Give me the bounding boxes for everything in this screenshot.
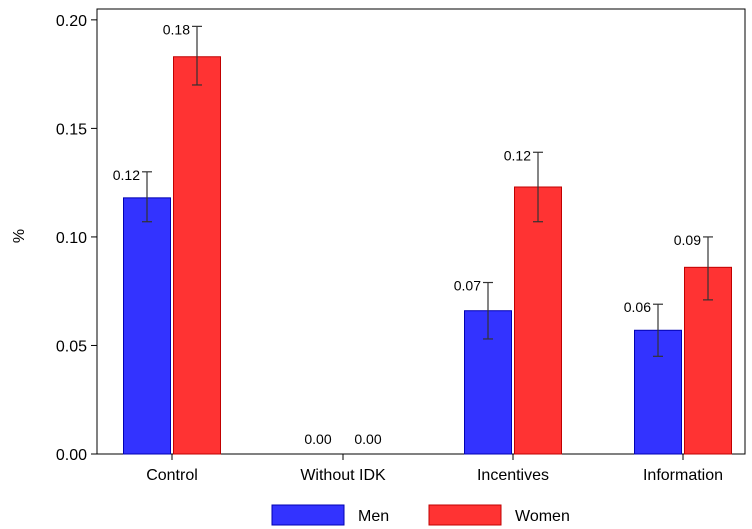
error-bar <box>192 25 202 86</box>
y-tick-label: 0.10 <box>56 230 87 247</box>
error-bar <box>653 303 663 357</box>
error-bar <box>142 171 152 223</box>
data-label: 0.12 <box>504 147 531 163</box>
legend-swatch-men <box>271 504 345 526</box>
y-axis-label: % <box>11 229 28 243</box>
data-label: 0.07 <box>454 278 481 294</box>
error-bar <box>703 236 713 301</box>
legend-swatch-women <box>428 504 502 526</box>
x-tick-label: Incentives <box>477 467 549 484</box>
error-bar <box>533 151 543 223</box>
y-axis: 0.00 0.05 0.10 0.15 0.20 <box>56 13 97 464</box>
bar-women <box>514 186 562 455</box>
y-tick-label: 0.05 <box>56 338 87 355</box>
legend: Men Women <box>271 504 570 526</box>
plot-border <box>96 8 746 455</box>
data-label: 0.00 <box>304 431 331 447</box>
y-tick-label: 0.15 <box>56 121 87 138</box>
error-bar <box>483 281 493 340</box>
bar-women <box>173 56 221 455</box>
bar-men <box>123 197 171 455</box>
y-tick-label: 0.00 <box>56 447 87 464</box>
data-label: 0.06 <box>624 299 651 315</box>
legend-label-women: Women <box>515 508 570 525</box>
data-label: 0.09 <box>674 232 701 248</box>
x-tick-label: Without IDK <box>300 467 386 484</box>
x-tick-label: Control <box>146 467 198 484</box>
legend-label-men: Men <box>358 508 389 525</box>
data-label: 0.12 <box>113 167 140 183</box>
data-label: 0.00 <box>354 431 381 447</box>
bars-group: 0.12 0.18 0.00 0.00 0.07 0.12 0.06 0.09 <box>113 21 732 455</box>
x-tick-label: Information <box>643 467 723 484</box>
plot-frame <box>96 8 746 455</box>
y-tick-label: 0.20 <box>56 13 87 30</box>
x-axis: Control Without IDK Incentives Information <box>146 454 723 484</box>
data-label: 0.18 <box>163 21 190 37</box>
